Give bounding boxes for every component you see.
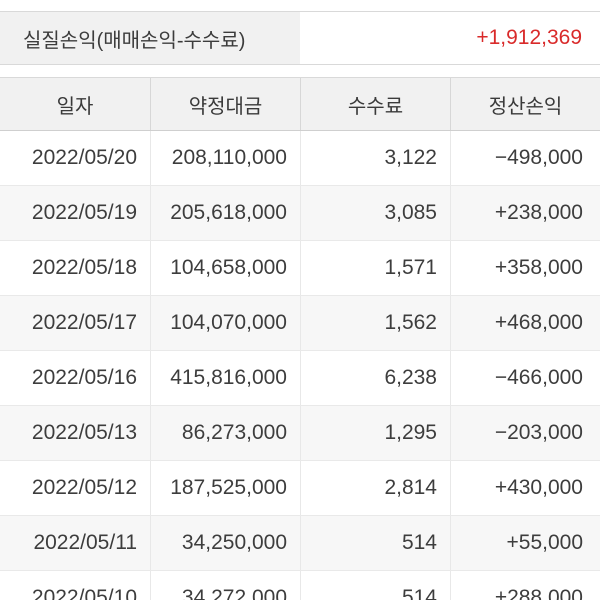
net-pl-summary-bar: 실질손익(매매손익-수수료) +1,912,369: [0, 11, 600, 65]
table-row: 2022/05/18 104,658,000 1,571 +358,000: [0, 241, 600, 296]
fee-cell: 1,571: [300, 241, 450, 295]
table-row: 2022/05/19 205,618,000 3,085 +238,000: [0, 186, 600, 241]
date-cell: 2022/05/13: [31, 421, 137, 444]
table-row: 2022/05/17 104,070,000 1,562 +468,000: [0, 296, 600, 351]
daily-pl-table[interactable]: 2022/05/20 208,110,000 3,122 −498,000 20…: [0, 131, 600, 600]
fee-cell: 3,085: [300, 186, 450, 240]
column-header-amount: 약정대금: [150, 78, 300, 130]
pl-cell: +430,000: [450, 461, 600, 515]
fee-cell: 514: [300, 516, 450, 570]
fee-cell: 1,295: [300, 406, 450, 460]
table-row: 2022/05/13 86,273,000 1,295 −203,000: [0, 406, 600, 461]
net-pl-label: 실질손익(매매손익-수수료): [0, 12, 300, 64]
date-cell: 2022/05/19: [31, 201, 137, 224]
date-cell: 2022/05/20: [31, 146, 137, 169]
table-row: 2022/05/16 415,816,000 6,238 −466,000: [0, 351, 600, 406]
date-cell: 2022/05/11: [33, 531, 137, 554]
amount-cell: 104,658,000: [150, 241, 300, 295]
pl-cell: +55,000: [450, 516, 600, 570]
amount-cell: 34,250,000: [150, 516, 300, 570]
pl-cell: −203,000: [450, 406, 600, 460]
fee-cell: 2,814: [300, 461, 450, 515]
table-row: 2022/05/12 187,525,000 2,814 +430,000: [0, 461, 600, 516]
table-row: 2022/05/11 34,250,000 514 +55,000: [0, 516, 600, 571]
date-cell: 2022/05/17: [31, 311, 137, 334]
pl-cell: −466,000: [450, 351, 600, 405]
fee-cell: 1,562: [300, 296, 450, 350]
amount-cell: 34,272,000: [150, 571, 300, 600]
date-cell: 2022/05/12: [31, 476, 137, 499]
pl-cell: +238,000: [450, 186, 600, 240]
amount-cell: 187,525,000: [150, 461, 300, 515]
amount-cell: 104,070,000: [150, 296, 300, 350]
pl-cell: +468,000: [450, 296, 600, 350]
table-row: 2022/05/20 208,110,000 3,122 −498,000: [0, 131, 600, 186]
section-gap: [0, 65, 600, 77]
amount-cell: 415,816,000: [150, 351, 300, 405]
table-header-row: 일자 약정대금 수수료 정산손익: [0, 77, 600, 131]
amount-cell: 205,618,000: [150, 186, 300, 240]
date-cell: 2022/05/10: [31, 586, 137, 600]
pl-cell: +358,000: [450, 241, 600, 295]
table-row: 2022/05/10 34,272,000 514 +288,000: [0, 571, 600, 600]
date-cell: 2022/05/18: [31, 256, 137, 279]
column-header-date: 일자: [56, 95, 94, 118]
amount-cell: 86,273,000: [150, 406, 300, 460]
column-header-pl: 정산손익: [450, 78, 600, 130]
pl-cell: +288,000: [450, 571, 600, 600]
amount-cell: 208,110,000: [150, 131, 300, 185]
fee-cell: 514: [300, 571, 450, 600]
fee-cell: 6,238: [300, 351, 450, 405]
date-cell: 2022/05/16: [31, 366, 137, 389]
pl-cell: −498,000: [450, 131, 600, 185]
column-header-fee: 수수료: [300, 78, 450, 130]
net-pl-value: +1,912,369: [476, 26, 582, 49]
fee-cell: 3,122: [300, 131, 450, 185]
